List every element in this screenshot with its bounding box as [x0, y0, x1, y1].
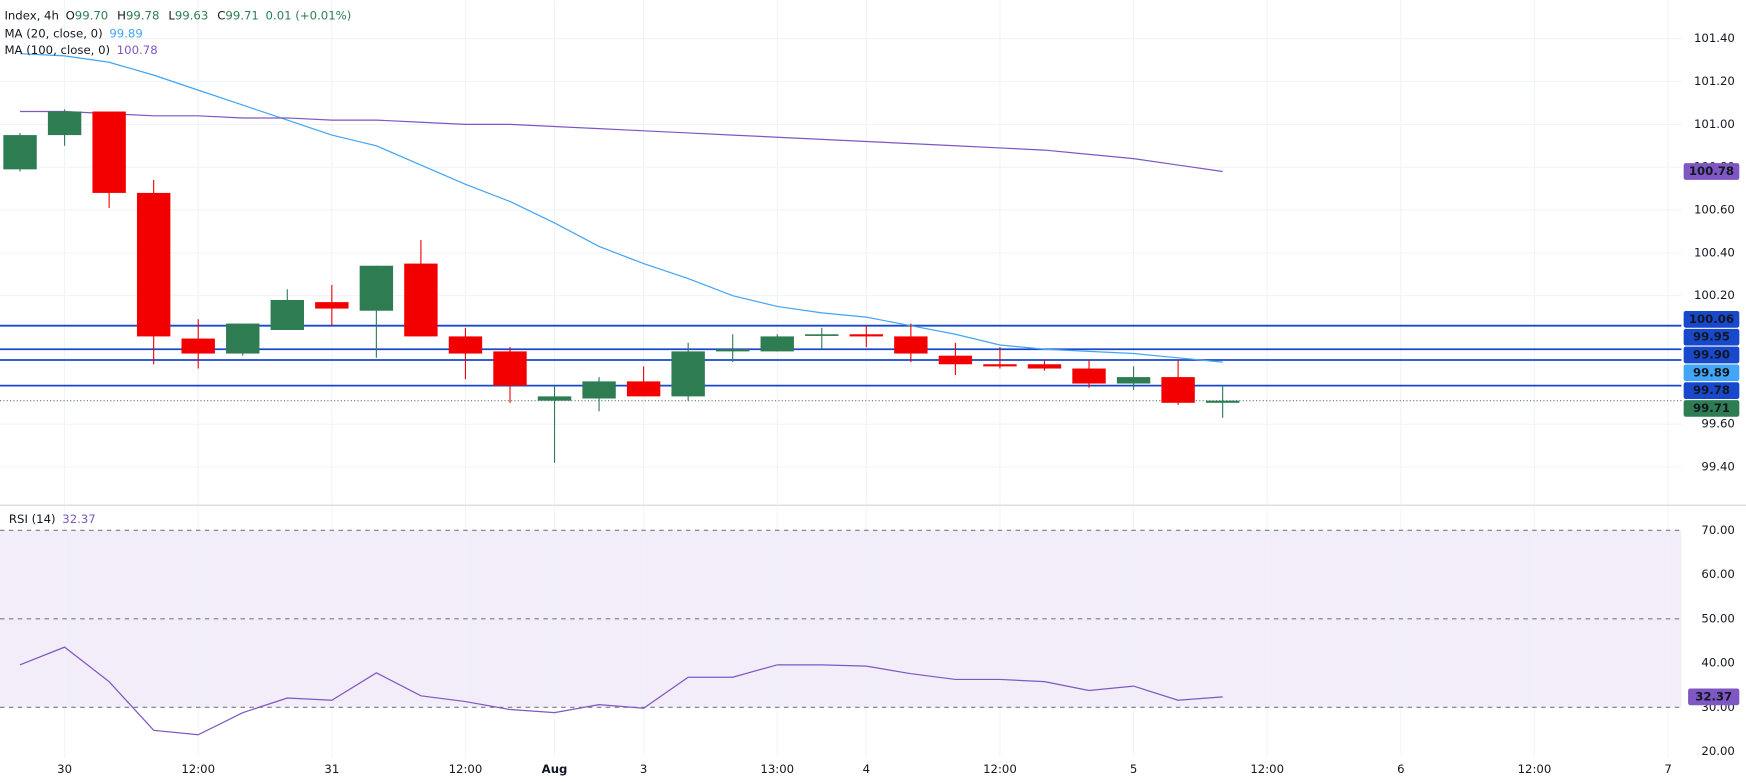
- x-tick-label: 31: [324, 762, 339, 776]
- x-tick-label: 5: [1130, 762, 1137, 776]
- y-tick-label: 40.00: [1701, 656, 1734, 670]
- moving-average-line: [20, 53, 1223, 363]
- legend-entry: MA (100, close, 0) 100.78: [4, 43, 157, 57]
- price-tag: [1683, 163, 1740, 180]
- x-tick-label: Aug: [542, 762, 568, 776]
- y-tick-label: 100.40: [1694, 245, 1735, 259]
- x-tick-label: 6: [1397, 762, 1404, 776]
- price-tag: [1683, 328, 1740, 346]
- ohlc-value: 99.78: [126, 8, 159, 22]
- candle-body: [849, 334, 884, 337]
- x-tick-label: 12:00: [983, 762, 1017, 776]
- candle-body: [1027, 364, 1062, 369]
- legend-name: MA (100, close, 0): [4, 43, 110, 57]
- price-tag-label: 100.06: [1689, 312, 1734, 326]
- y-tick-label: 100.60: [1694, 203, 1735, 217]
- price-tag: [1688, 688, 1740, 706]
- price-tag-label: 100.78: [1689, 164, 1734, 178]
- candle-body: [1116, 377, 1151, 384]
- legend-value: 99.89: [109, 26, 142, 40]
- candle-body: [448, 336, 483, 354]
- moving-average-line: [20, 110, 1223, 173]
- ohlc-key: L: [168, 8, 175, 22]
- x-tick-label: 12:00: [181, 762, 215, 776]
- candle-body: [47, 111, 82, 136]
- legend-value: 100.78: [117, 43, 158, 57]
- candle-body: [92, 111, 126, 193]
- candle-body: [582, 381, 616, 399]
- price-tag: [1683, 311, 1740, 328]
- candle-body: [1161, 377, 1195, 403]
- y-tick-label: 70.00: [1701, 523, 1734, 537]
- candle-body: [270, 299, 304, 330]
- ohlc-header: Index, 4h O99.70 H99.78 L99.63 C99.71 0.01 (+…: [4, 8, 351, 22]
- legend-name: MA (20, close, 0): [4, 26, 102, 40]
- candle-body: [671, 351, 705, 397]
- change: 0.01 (+0.01%): [266, 8, 352, 22]
- ohlc-value: 99.63: [175, 8, 208, 22]
- candle-body: [983, 364, 1017, 367]
- ohlc-value: 99.71: [225, 8, 258, 22]
- price-tag-label: 99.71: [1693, 401, 1730, 415]
- candle-body: [626, 381, 661, 397]
- price-tag-label: 99.95: [1693, 330, 1730, 344]
- candle-body: [359, 265, 394, 311]
- legend-value: 32.37: [62, 512, 95, 526]
- ohlc-value: 99.70: [75, 8, 108, 22]
- rsi-line: [19, 646, 1223, 736]
- y-tick-label: 100.20: [1694, 288, 1735, 302]
- candle-body: [1072, 368, 1106, 384]
- ohlc-key: C: [217, 8, 225, 22]
- y-tick-label: 20.00: [1701, 744, 1734, 758]
- candle-body: [1205, 400, 1240, 403]
- price-tag: [1683, 400, 1740, 417]
- x-tick-label: 4: [863, 762, 870, 776]
- price-tag-label: 99.90: [1693, 347, 1730, 361]
- ohlc-key: O: [66, 8, 75, 22]
- y-tick-label: 50.00: [1701, 611, 1734, 625]
- y-tick-label: 101.40: [1694, 31, 1735, 45]
- y-tick-label: 60.00: [1701, 567, 1734, 581]
- price-tag-label: 99.78: [1693, 383, 1730, 397]
- legend-entry: MA (20, close, 0) 99.89: [4, 26, 142, 40]
- price-tag-label: 99.89: [1693, 365, 1730, 379]
- x-tick-label: 30: [57, 762, 72, 776]
- candle-body: [894, 336, 928, 354]
- candle-body: [537, 396, 572, 401]
- y-tick-label: 99.60: [1701, 417, 1734, 431]
- price-tag-label: 32.37: [1695, 689, 1732, 703]
- candle-body: [315, 302, 349, 309]
- legend-entry: RSI (14) 32.37: [9, 512, 96, 526]
- candle-body: [493, 351, 527, 386]
- ohlc-key: H: [117, 8, 126, 22]
- candle-body: [136, 192, 171, 337]
- candle-body: [404, 263, 438, 337]
- y-tick-label: 101.00: [1694, 117, 1735, 131]
- y-tick-label: 101.20: [1694, 74, 1735, 88]
- x-tick-label: 12:00: [449, 762, 483, 776]
- y-tick-label: 99.40: [1701, 460, 1734, 474]
- price-tag: [1683, 382, 1740, 399]
- candle-body: [805, 334, 839, 336]
- candle-body: [3, 135, 37, 170]
- candle-body: [715, 349, 750, 352]
- candle-body: [760, 336, 794, 352]
- x-tick-label: 7: [1664, 762, 1671, 776]
- candle-body: [181, 338, 215, 354]
- x-tick-label: 12:00: [1518, 762, 1552, 776]
- price-tag: [1683, 364, 1740, 382]
- candle-body: [938, 355, 973, 365]
- candle-body: [226, 323, 260, 354]
- x-tick-label: 12:00: [1250, 762, 1284, 776]
- legend-name: RSI (14): [9, 512, 56, 526]
- price-tag: [1683, 346, 1740, 364]
- x-tick-label: 13:00: [760, 762, 794, 776]
- symbol: Index, 4h: [4, 8, 58, 22]
- x-tick-label: 3: [640, 762, 647, 776]
